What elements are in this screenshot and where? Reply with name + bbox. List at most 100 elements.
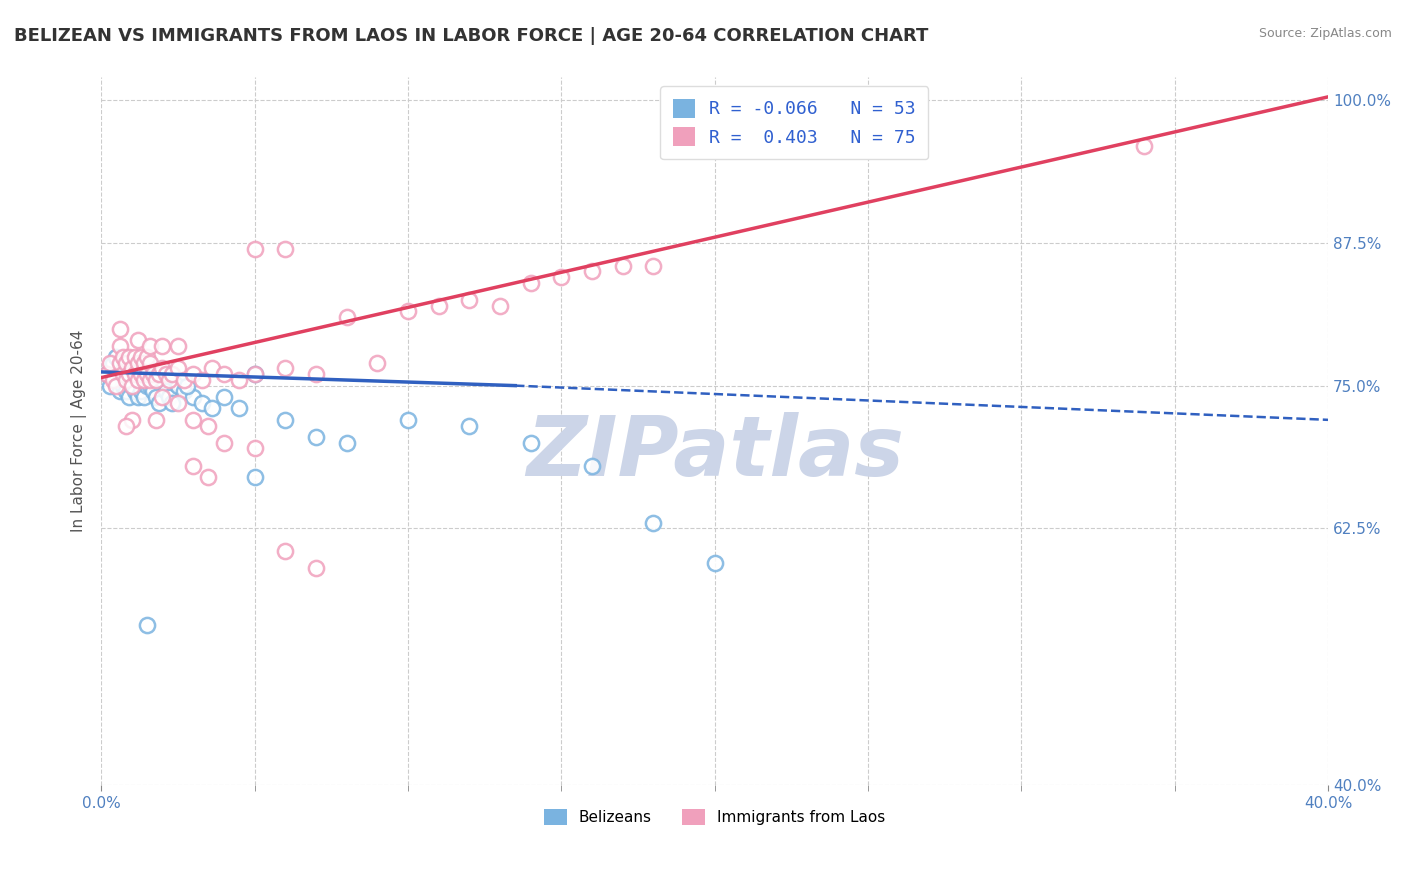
Point	[173, 384, 195, 399]
Point	[166, 361, 188, 376]
Point	[212, 435, 235, 450]
Point	[200, 361, 222, 376]
Point	[108, 368, 131, 382]
Point	[243, 442, 266, 456]
Point	[243, 368, 266, 382]
Point	[139, 356, 162, 370]
Point	[136, 368, 159, 382]
Point	[132, 356, 155, 370]
Point	[581, 458, 603, 473]
Point	[612, 259, 634, 273]
Point	[152, 373, 174, 387]
Point	[173, 373, 195, 387]
Point	[121, 378, 143, 392]
Point	[489, 299, 512, 313]
Point	[121, 361, 143, 376]
Point	[148, 368, 170, 382]
Point	[166, 378, 188, 392]
Point	[145, 390, 167, 404]
Point	[191, 395, 214, 409]
Point	[191, 373, 214, 387]
Point	[98, 378, 121, 392]
Point	[121, 361, 143, 376]
Y-axis label: In Labor Force | Age 20-64: In Labor Force | Age 20-64	[72, 330, 87, 533]
Point	[111, 378, 134, 392]
Point	[98, 356, 121, 370]
Point	[103, 373, 125, 387]
Point	[200, 401, 222, 416]
Point	[305, 368, 328, 382]
Point	[181, 390, 204, 404]
Point	[124, 350, 146, 364]
Point	[139, 373, 162, 387]
Point	[111, 350, 134, 364]
Point	[118, 350, 141, 364]
Point	[129, 368, 152, 382]
Point	[228, 401, 250, 416]
Point	[166, 339, 188, 353]
Point	[160, 395, 183, 409]
Point	[152, 390, 174, 404]
Point	[108, 384, 131, 399]
Point	[458, 293, 481, 307]
Point	[105, 378, 128, 392]
Point	[335, 435, 357, 450]
Point	[155, 384, 177, 399]
Point	[155, 368, 177, 382]
Point	[96, 368, 118, 382]
Point	[114, 373, 136, 387]
Legend: Belizeans, Immigrants from Laos: Belizeans, Immigrants from Laos	[534, 800, 894, 834]
Point	[152, 339, 174, 353]
Point	[550, 270, 572, 285]
Point	[114, 384, 136, 399]
Point	[132, 390, 155, 404]
Point	[519, 276, 541, 290]
Point	[581, 264, 603, 278]
Point	[127, 390, 149, 404]
Point	[129, 350, 152, 364]
Point	[148, 395, 170, 409]
Point	[127, 356, 149, 370]
Point	[396, 304, 419, 318]
Point	[274, 242, 297, 256]
Point	[305, 430, 328, 444]
Text: Source: ZipAtlas.com: Source: ZipAtlas.com	[1258, 27, 1392, 40]
Point	[127, 373, 149, 387]
Point	[108, 356, 131, 370]
Point	[243, 368, 266, 382]
Point	[703, 556, 725, 570]
Point	[157, 373, 180, 387]
Point	[197, 418, 219, 433]
Point	[121, 378, 143, 392]
Point	[274, 413, 297, 427]
Point	[335, 310, 357, 325]
Point	[519, 435, 541, 450]
Point	[105, 350, 128, 364]
Point	[152, 361, 174, 376]
Point	[274, 361, 297, 376]
Point	[274, 544, 297, 558]
Point	[103, 356, 125, 370]
Point	[111, 368, 134, 382]
Point	[458, 418, 481, 433]
Point	[139, 339, 162, 353]
Point	[136, 350, 159, 364]
Point	[1133, 139, 1156, 153]
Point	[243, 242, 266, 256]
Point	[145, 373, 167, 387]
Point	[136, 361, 159, 376]
Point	[132, 373, 155, 387]
Point	[114, 356, 136, 370]
Point	[181, 413, 204, 427]
Point	[643, 259, 665, 273]
Text: BELIZEAN VS IMMIGRANTS FROM LAOS IN LABOR FORCE | AGE 20-64 CORRELATION CHART: BELIZEAN VS IMMIGRANTS FROM LAOS IN LABO…	[14, 27, 928, 45]
Point	[129, 384, 152, 399]
Point	[108, 321, 131, 335]
Point	[124, 368, 146, 382]
Point	[96, 368, 118, 382]
Point	[111, 361, 134, 376]
Point	[145, 413, 167, 427]
Point	[108, 339, 131, 353]
Text: ZIPatlas: ZIPatlas	[526, 412, 904, 493]
Point	[396, 413, 419, 427]
